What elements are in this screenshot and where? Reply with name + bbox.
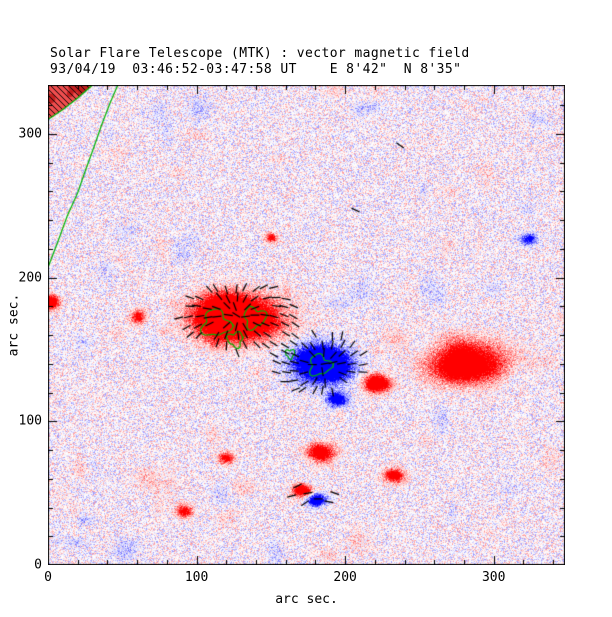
y-axis-label: arc sec.	[6, 293, 22, 357]
x-tick-label: 100	[184, 570, 209, 585]
y-tick-label: 100	[18, 413, 42, 429]
x-axis-label: arc sec.	[275, 592, 338, 607]
y-tick-label: 300	[18, 126, 42, 142]
magnetogram-canvas	[48, 85, 565, 565]
y-tick-label: 200	[18, 270, 42, 286]
y-tick-label: 0	[34, 557, 42, 573]
plot-subtitle: 93/04/19 03:46:52-03:47:58 UT E 8'42" N …	[50, 62, 462, 77]
x-tick-label: 0	[44, 570, 52, 585]
x-tick-label: 200	[333, 570, 357, 585]
x-tick-label: 300	[481, 570, 506, 585]
plot-title: Solar Flare Telescope (MTK) : vector mag…	[50, 46, 470, 61]
